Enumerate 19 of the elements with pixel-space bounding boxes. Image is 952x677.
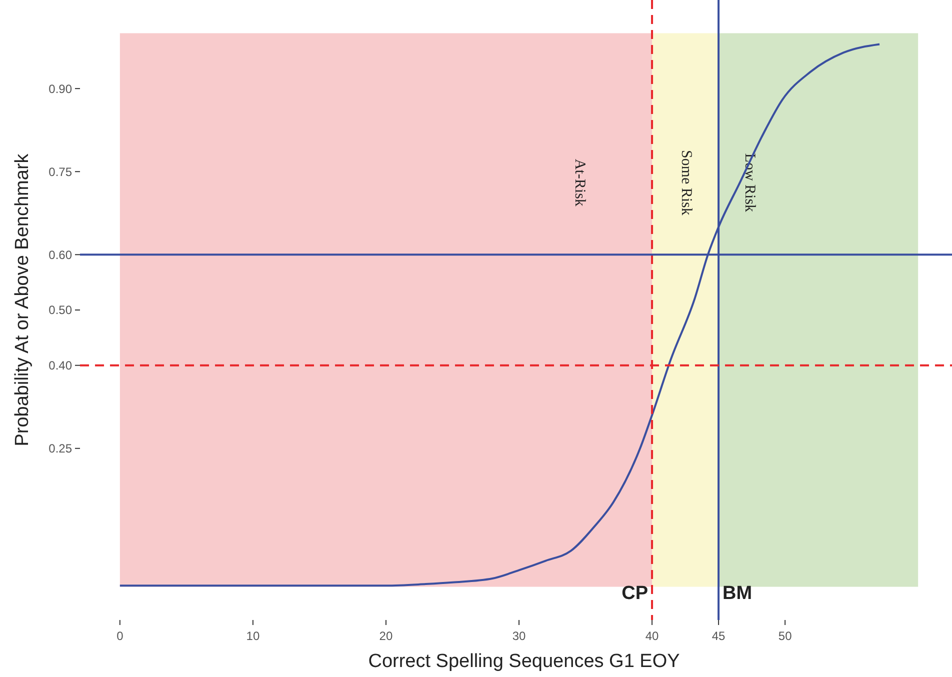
ref-line-label: BM [722,582,752,604]
x-tick-label: 20 [379,629,393,643]
x-tick-label: 30 [512,629,526,643]
y-tick-label: 0.60 [48,248,72,262]
x-tick-label: 40 [645,629,660,643]
y-axis-title: Probability At or Above Benchmark [12,153,33,446]
y-tick-label: 0.25 [48,442,72,456]
x-tick-label: 10 [246,629,260,643]
x-tick-label: 50 [778,629,792,643]
x-axis-title: Correct Spelling Sequences G1 EOY [368,651,680,672]
band-label: Some Risk [678,150,694,216]
ref-line-label: CP [622,582,648,604]
y-tick-label: 0.75 [48,164,72,179]
y-tick-label: 0.50 [48,303,72,318]
y-tick-label: 0.90 [48,82,72,96]
y-tick-label: 0.40 [48,358,72,373]
x-tick-label: 45 [712,629,726,643]
band-label: At-Risk [571,158,588,207]
x-tick-label: 0 [116,629,124,643]
